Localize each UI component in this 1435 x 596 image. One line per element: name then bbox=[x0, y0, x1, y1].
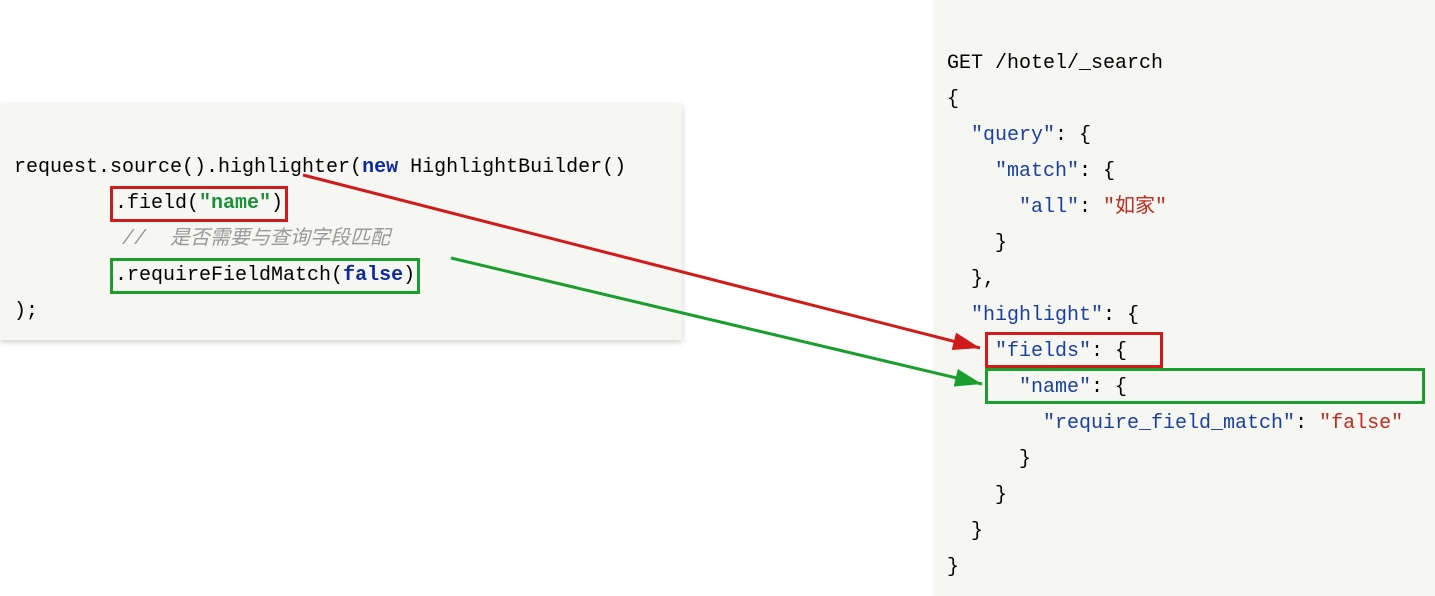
json-line: } bbox=[947, 520, 983, 543]
json-key-highlight: "highlight" bbox=[971, 304, 1103, 327]
json-line: { bbox=[947, 88, 959, 111]
json-line: } bbox=[947, 232, 1007, 255]
json-line: } bbox=[947, 448, 1031, 471]
json-key-rfm: "require_field_match" bbox=[1043, 412, 1295, 435]
code-line-1: request.source().highlighter(new Highlig… bbox=[14, 156, 626, 179]
java-code-panel: request.source().highlighter(new Highlig… bbox=[0, 104, 682, 340]
json-key-match: "match" bbox=[995, 160, 1079, 183]
json-key-query: "query" bbox=[971, 124, 1055, 147]
json-line: }, bbox=[947, 268, 995, 291]
json-key-fields: "fields" bbox=[995, 340, 1091, 363]
json-key-name: "name" bbox=[1019, 376, 1091, 399]
json-query-panel: GET /hotel/_search { "query": { "match":… bbox=[933, 0, 1435, 596]
json-val-all: "如家" bbox=[1103, 196, 1167, 219]
code-comment: // 是否需要与查询字段匹配 bbox=[122, 228, 390, 251]
require-field-match-box: .requireFieldMatch(false) bbox=[110, 258, 420, 294]
code-end: ); bbox=[14, 300, 38, 323]
json-line: } bbox=[947, 556, 959, 579]
json-key-all: "all" bbox=[1019, 196, 1079, 219]
field-call-box: .field("name") bbox=[110, 186, 288, 222]
json-line: } bbox=[947, 484, 1007, 507]
json-line: GET /hotel/_search bbox=[947, 52, 1163, 75]
json-val-rfm: "false" bbox=[1319, 412, 1403, 435]
